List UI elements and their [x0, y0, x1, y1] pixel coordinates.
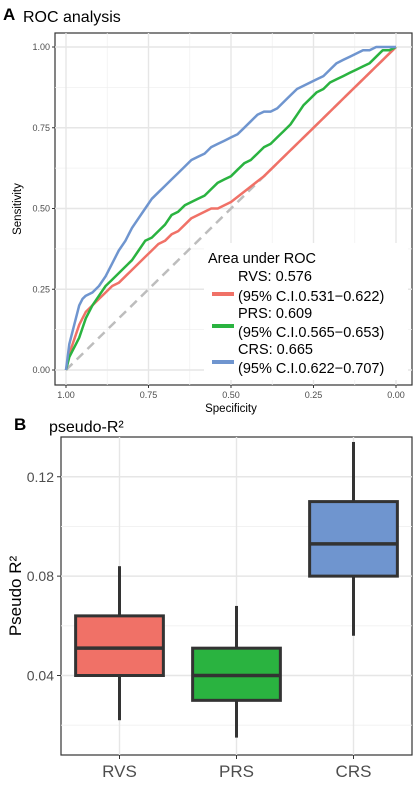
x-tick-label-crs: CRS [336, 762, 372, 781]
roc-x-axis-label: Specificity [205, 403, 257, 415]
y-tick-label: 0.00 [32, 365, 50, 375]
panel-b-letter: B [14, 415, 26, 434]
panel-a-letter: A [3, 5, 15, 24]
legend-prs-ci: (95% C.I.0.565−0.653) [238, 325, 384, 341]
x-tick-label: 0.00 [387, 390, 405, 400]
roc-reference-line [65, 46, 397, 371]
x-tick-label-prs: PRS [219, 762, 254, 781]
y-tick-label: 0.75 [32, 123, 50, 133]
legend-crs-ci: (95% C.I.0.622−0.707) [238, 361, 384, 377]
legend-prs-auc: PRS: 0.609 [238, 306, 312, 322]
box-rvs [74, 566, 165, 721]
pseudo-r2-panel: B pseudo-R² 0.04 0.08 0.12 RVS PRS CRS Pseudo… [6, 415, 413, 781]
y-tick-label: 0.25 [32, 284, 50, 294]
box-prs [191, 605, 282, 738]
roc-legend-box [204, 243, 408, 380]
roc-curve-prs [64, 45, 397, 371]
box-y-axis-label: Pseudo R² [6, 556, 25, 637]
box-tick-labels: 0.04 0.08 0.12 RVS PRS CRS [27, 469, 372, 781]
y-tick-label: 0.04 [27, 668, 54, 684]
legend-rvs-ci: (95% C.I.0.531−0.622) [238, 289, 384, 305]
box-crs [308, 441, 399, 636]
y-tick-label: 0.12 [27, 469, 54, 485]
x-tick-label: 0.25 [305, 390, 323, 400]
roc-tick-labels: 1.00 0.75 0.50 0.25 0.00 0.00 0.25 0.50 0.75 1.00 [32, 42, 404, 400]
roc-curve-crs [64, 45, 396, 371]
roc-panel: A ROC analysis Area under ROC RVS: 0.576… [3, 5, 413, 415]
roc-legend: Area under ROC RVS: 0.576 (95% C.I.0.531… [204, 243, 408, 380]
x-tick-label: 0.75 [140, 390, 158, 400]
roc-title: ROC analysis [23, 9, 121, 26]
roc-legend-title: Area under ROC [208, 251, 316, 267]
x-tick-label: 1.00 [57, 390, 75, 400]
x-tick-label: 0.50 [222, 390, 240, 400]
box-iqr [308, 500, 399, 578]
box-iqr [74, 614, 165, 677]
box-plots [74, 441, 399, 738]
y-tick-label: 0.08 [27, 568, 54, 584]
roc-curves [64, 45, 397, 371]
y-tick-label: 0.50 [32, 204, 50, 214]
legend-crs-auc: CRS: 0.665 [238, 342, 313, 358]
y-tick-label: 1.00 [32, 42, 50, 52]
roc-curve-rvs [64, 46, 397, 371]
roc-y-axis-label: Sensitivity [12, 183, 24, 235]
x-tick-label-rvs: RVS [102, 762, 137, 781]
pseudo-r2-title: pseudo-R² [49, 419, 124, 436]
legend-rvs-auc: RVS: 0.576 [238, 269, 312, 285]
